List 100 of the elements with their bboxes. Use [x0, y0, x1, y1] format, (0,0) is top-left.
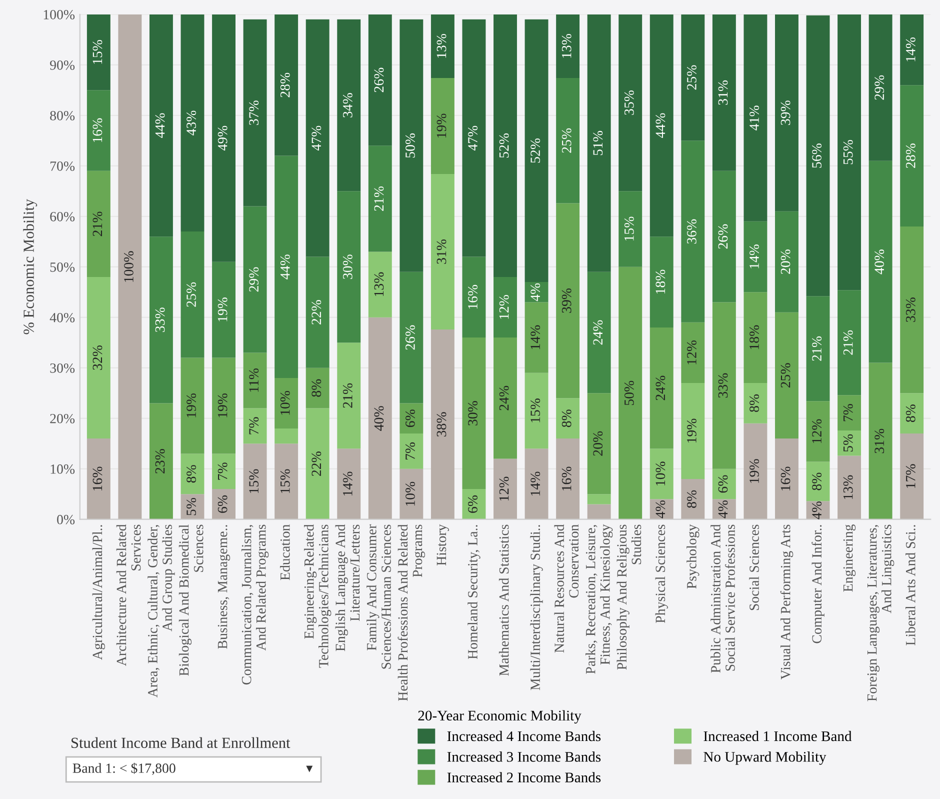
bar	[868, 160, 892, 363]
data-label: 12%	[687, 340, 696, 364]
bar	[838, 290, 862, 396]
data-label: 18%	[656, 270, 666, 294]
bar	[775, 312, 798, 439]
x-tick-label: Engineering	[843, 524, 856, 592]
data-label: 19%	[436, 114, 446, 138]
x-tick-label: Business, Manageme..	[218, 525, 230, 649]
data-label: 12%	[499, 476, 509, 501]
data-label: 21%	[342, 383, 352, 408]
text: Student Income Band at Enrollment	[72, 737, 290, 748]
data-label: 8%	[186, 465, 196, 483]
data-label: 47%	[468, 126, 478, 151]
bar	[744, 383, 768, 424]
data-label: 37%	[249, 100, 259, 125]
data-label: 4%	[530, 283, 540, 302]
bar	[556, 438, 580, 520]
data-label: 21%	[92, 212, 102, 236]
data-label: 19%	[687, 418, 696, 442]
bar	[368, 252, 392, 318]
bar	[712, 468, 736, 500]
bar	[618, 14, 642, 192]
bar	[587, 393, 611, 494]
bar	[494, 14, 517, 277]
data-label: 14%	[342, 472, 352, 496]
x-tick-label: Natural Resources And Conservation	[554, 524, 579, 653]
bar	[712, 302, 736, 469]
bar	[681, 14, 705, 141]
bar	[900, 85, 924, 226]
bar	[400, 403, 424, 434]
data-label: 21%	[812, 336, 822, 361]
bar	[462, 338, 486, 490]
x-tick-label: Agricultural/Animal/Pl..	[92, 525, 105, 660]
bar	[775, 14, 798, 212]
bar	[400, 272, 424, 404]
data-label: 40%	[374, 406, 384, 431]
data-label: 47%	[312, 126, 322, 151]
bar	[775, 211, 798, 312]
data-label: 8%	[906, 404, 916, 422]
data-label: 8%	[562, 410, 572, 428]
text: ▼	[306, 766, 313, 772]
data-label: 33%	[155, 308, 165, 332]
data-label: 16%	[468, 284, 478, 309]
data-label: 13%	[374, 272, 384, 296]
data-label: 31%	[718, 80, 728, 105]
data-label: 7%	[218, 462, 228, 480]
bar	[806, 462, 830, 502]
bar	[838, 456, 862, 520]
bar	[243, 444, 267, 520]
bar	[306, 368, 330, 408]
bar	[650, 448, 674, 500]
data-label: 31%	[436, 239, 446, 264]
data-label: 19%	[750, 459, 759, 483]
data-label: 8%	[750, 394, 759, 412]
x-tick-label: Physical Sciences	[655, 524, 668, 623]
data-label: 43%	[186, 110, 196, 136]
x-tick-label: Visual And Performing Arts	[780, 524, 794, 680]
data-label: 24%	[656, 376, 666, 400]
bar	[524, 372, 548, 449]
data-label: 16%	[92, 466, 102, 490]
y-tick-label: 100%	[44, 10, 75, 20]
data-label: 15%	[530, 398, 540, 422]
bar	[900, 226, 924, 394]
data-label: 25%	[562, 128, 572, 153]
data-label: 38%	[436, 412, 446, 436]
bar	[681, 383, 705, 479]
bar	[274, 156, 298, 378]
data-label: 24%	[499, 386, 509, 410]
data-label: 44%	[656, 113, 666, 138]
data-label: 25%	[687, 65, 696, 90]
bar	[462, 256, 486, 338]
y-tick-label: 80%	[50, 110, 75, 120]
data-label: 19%	[218, 298, 228, 322]
data-label: 28%	[280, 72, 290, 98]
data-label: 33%	[906, 298, 916, 322]
x-tick-label: Mathematics And Statistics	[498, 524, 509, 676]
bar	[400, 468, 424, 520]
x-tick-label: Computer And Infor..	[812, 525, 824, 644]
x-tick-label: Foreign Languages, Literatures, And Linguistics	[867, 524, 894, 702]
data-label: 15%	[624, 216, 634, 240]
legend-label: Increased 1 Income Band	[704, 730, 852, 742]
data-label: 20%	[593, 431, 603, 456]
y-tick-label: 30%	[50, 363, 75, 373]
x-tick-label: Philosophy And Religious Studies	[616, 524, 642, 670]
data-label: 29%	[249, 267, 259, 292]
data-label: 39%	[780, 100, 790, 125]
data-label: 23%	[155, 449, 165, 474]
data-label: 14%	[750, 244, 759, 268]
legend-label: Increased 4 Income Bands	[447, 730, 601, 742]
data-label: 17%	[906, 464, 916, 488]
bar	[212, 358, 236, 454]
data-label: 32%	[92, 346, 102, 370]
bar	[806, 15, 830, 296]
bar	[556, 14, 580, 78]
bar	[650, 14, 674, 237]
x-tick-label: Public Administration And Social Service Professions	[710, 524, 735, 673]
bar	[274, 378, 298, 428]
bar	[744, 292, 768, 384]
legend-label: No Upward Mobility	[704, 752, 826, 765]
x-tick-label: Social Sciences	[749, 524, 759, 610]
